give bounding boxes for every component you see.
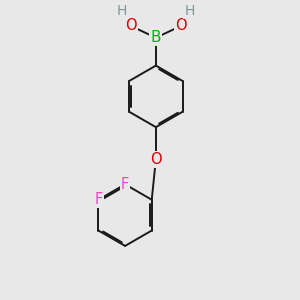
- Text: H: H: [184, 4, 195, 18]
- Text: F: F: [121, 177, 129, 192]
- Text: O: O: [125, 19, 137, 34]
- Text: B: B: [151, 30, 161, 45]
- Text: F: F: [94, 192, 103, 207]
- Text: O: O: [175, 19, 187, 34]
- Text: H: H: [117, 4, 127, 18]
- Text: O: O: [150, 152, 162, 167]
